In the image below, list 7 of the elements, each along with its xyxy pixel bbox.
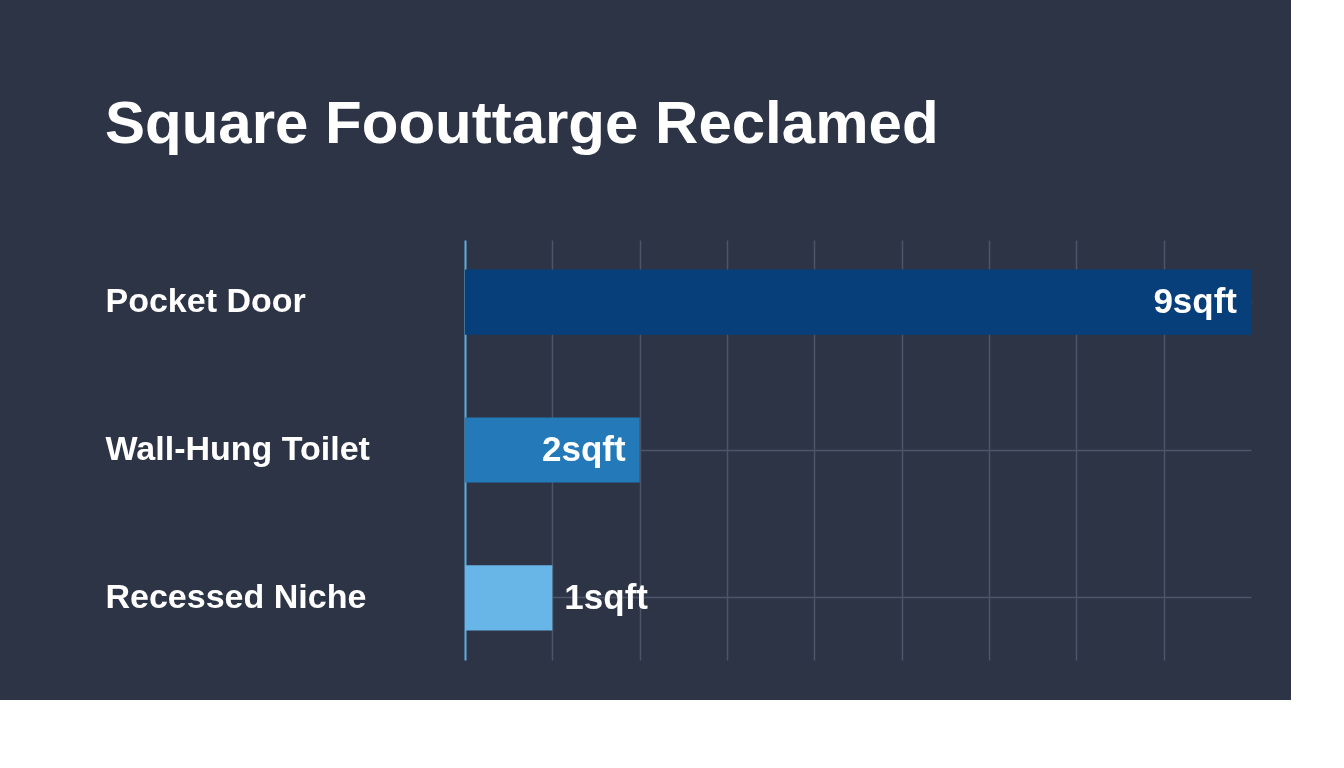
- y-tick-label: Pocket Door: [105, 281, 306, 320]
- chart-title: Square Foouttarge Reclamed: [105, 89, 939, 156]
- data-label: 9sqft: [1153, 281, 1238, 321]
- data-label: 2sqft: [542, 429, 627, 468]
- y-tick-label: Recessed Niche: [105, 576, 367, 615]
- data-label: 1sqft: [564, 576, 649, 616]
- y-tick-label: Wall-Hung Toilet: [105, 429, 370, 467]
